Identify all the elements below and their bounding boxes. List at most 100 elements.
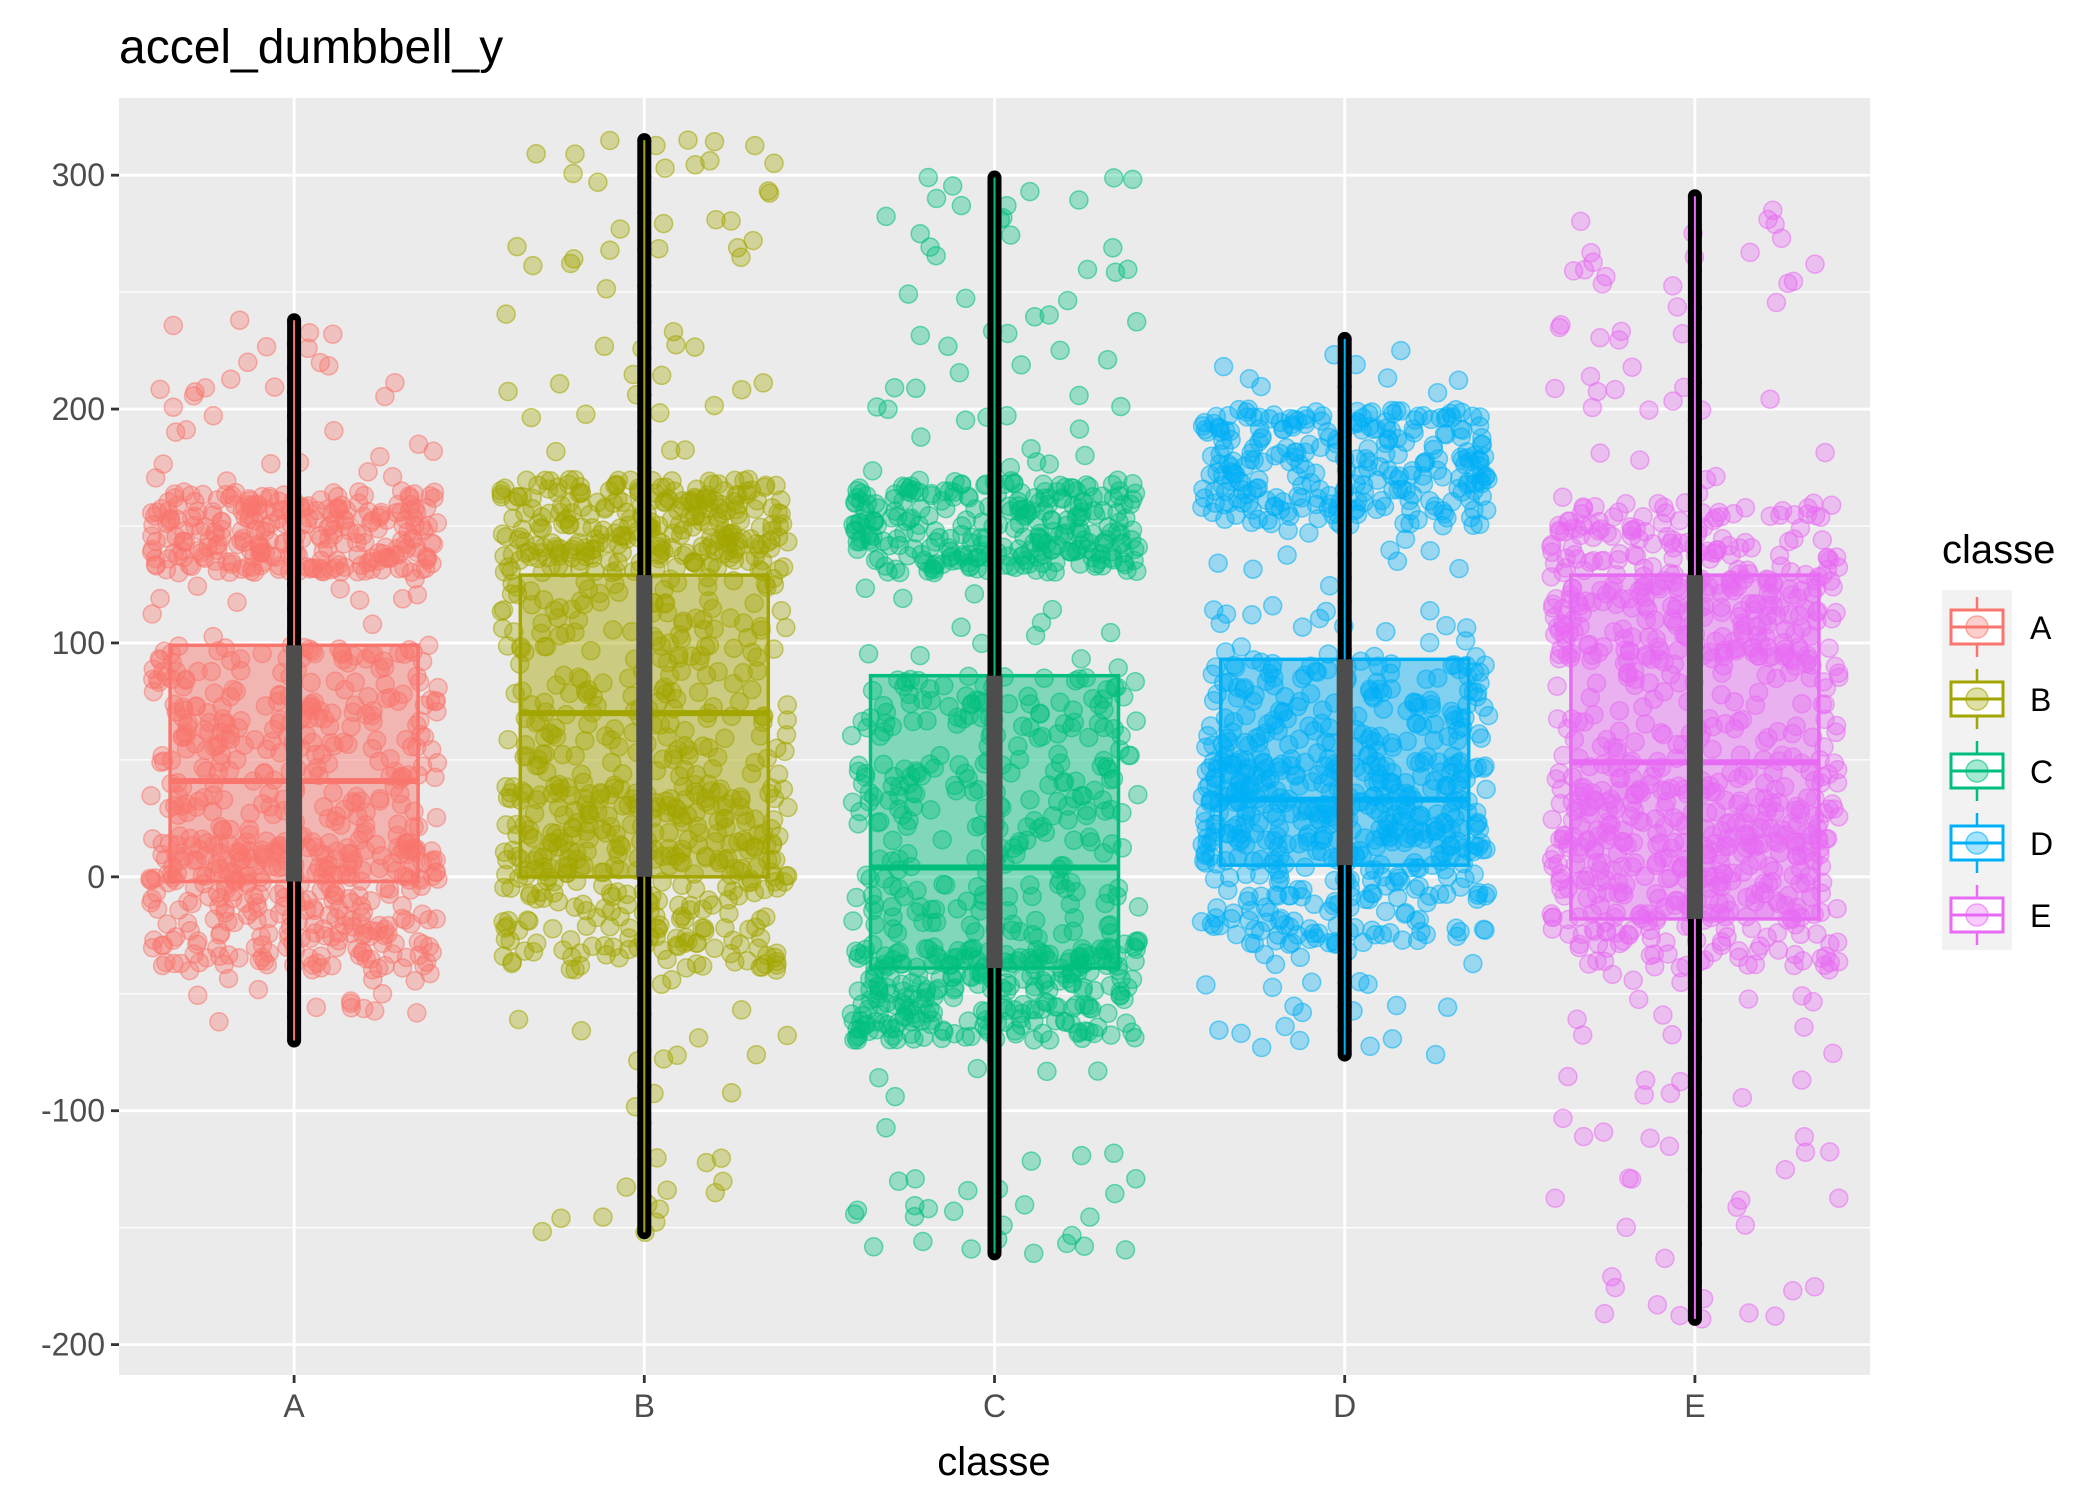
jitter-point	[1573, 498, 1594, 519]
jitter-point	[234, 735, 254, 756]
jitter-point	[1057, 290, 1078, 311]
jitter-point	[1544, 607, 1565, 627]
jitter-point	[423, 850, 443, 870]
jitter-point	[1738, 989, 1759, 1009]
jitter-point	[1198, 725, 1218, 746]
jitter-point	[676, 958, 696, 978]
jitter-point	[1069, 419, 1090, 439]
jitter-point	[1242, 605, 1262, 625]
jitter-point	[298, 496, 319, 516]
jitter-point	[1469, 724, 1489, 744]
jitter-point	[1057, 1233, 1077, 1254]
jitter-point	[1243, 438, 1264, 459]
jitter-point	[936, 498, 956, 519]
jitter-point	[925, 532, 946, 552]
jitter-point	[219, 488, 240, 508]
jitter-point	[426, 909, 447, 929]
jitter-point	[663, 321, 684, 342]
jitter-point	[269, 559, 289, 579]
jitter-point	[1591, 551, 1612, 571]
jitter-point	[1602, 1267, 1622, 1287]
jitter-point	[498, 729, 518, 750]
jitter-point	[353, 506, 374, 527]
jitter-point	[238, 352, 258, 373]
jitter-point	[1073, 491, 1094, 512]
jitter-point	[1244, 933, 1265, 954]
jitter-point	[685, 337, 705, 357]
jitter-point	[1092, 486, 1112, 507]
jitter-point	[1201, 446, 1222, 466]
jitter-point	[1011, 1015, 1032, 1036]
jitter-point	[1647, 1295, 1668, 1315]
jitter-point	[1231, 1023, 1251, 1044]
jitter-point	[356, 705, 376, 725]
jitter-point	[141, 785, 161, 806]
jitter-point	[1470, 471, 1491, 491]
jitter-point	[1374, 496, 1395, 517]
jitter-point	[248, 494, 268, 515]
jitter-point	[314, 797, 334, 817]
jitter-point	[746, 1044, 767, 1065]
jitter-point	[341, 998, 362, 1018]
jitter-point	[1258, 510, 1278, 530]
jitter-point	[1011, 355, 1031, 375]
jitter-point	[884, 1018, 905, 1039]
jitter-point	[1111, 396, 1131, 417]
jitter-point	[1790, 924, 1811, 945]
jitter-point	[302, 832, 323, 852]
jitter-point	[1580, 366, 1601, 387]
jitter-point	[1021, 1151, 1042, 1171]
jitter-point	[1605, 379, 1625, 400]
jitter-point	[507, 236, 527, 257]
jitter-point	[940, 548, 960, 568]
jitter-point	[329, 923, 349, 943]
jitter-point	[338, 653, 358, 673]
jitter-point	[1216, 604, 1237, 624]
jitter-point	[1545, 1188, 1565, 1208]
jitter-point	[1000, 225, 1021, 245]
jitter-point	[414, 955, 434, 976]
jitter-point	[1196, 975, 1216, 995]
jitter-point	[240, 540, 261, 560]
jitter-point	[1039, 454, 1060, 474]
jitter-point	[692, 536, 712, 557]
jitter-point	[649, 238, 669, 259]
jitter-point	[492, 618, 513, 639]
jitter-point	[661, 970, 682, 990]
jitter-point	[1321, 494, 1341, 514]
jitter-point	[164, 542, 185, 563]
jitter-point	[1641, 928, 1662, 948]
jitter-point	[498, 381, 518, 402]
legend-key-point	[1965, 831, 1989, 855]
jitter-point	[771, 600, 792, 621]
jitter-point	[156, 513, 177, 533]
jitter-point	[417, 549, 437, 570]
jitter-point	[1105, 1183, 1125, 1204]
jitter-point	[1829, 1188, 1849, 1208]
jitter-point	[731, 379, 752, 400]
jitter-point	[688, 1028, 709, 1048]
jitter-point	[349, 590, 370, 610]
jitter-point	[347, 561, 368, 582]
jitter-point	[775, 741, 795, 762]
jitter-point	[553, 940, 573, 960]
jitter-point	[850, 513, 871, 533]
jitter-point	[1249, 470, 1269, 490]
jitter-point	[1251, 886, 1271, 907]
jitter-point	[142, 937, 163, 958]
jitter-point	[1542, 534, 1562, 555]
jitter-point	[392, 958, 413, 978]
jitter-point	[1291, 886, 1312, 907]
jitter-point	[353, 943, 373, 963]
jitter-point	[163, 315, 184, 336]
jitter-point	[212, 519, 232, 540]
jitter-point	[229, 310, 250, 330]
jitter-point	[1654, 497, 1674, 517]
jitter-point	[1193, 479, 1213, 499]
jitter-point	[368, 519, 388, 539]
jitter-point	[405, 971, 425, 991]
jitter-point	[1208, 553, 1228, 573]
jitter-point	[221, 369, 241, 389]
jitter-point	[1306, 402, 1326, 422]
jitter-point	[1213, 356, 1234, 377]
